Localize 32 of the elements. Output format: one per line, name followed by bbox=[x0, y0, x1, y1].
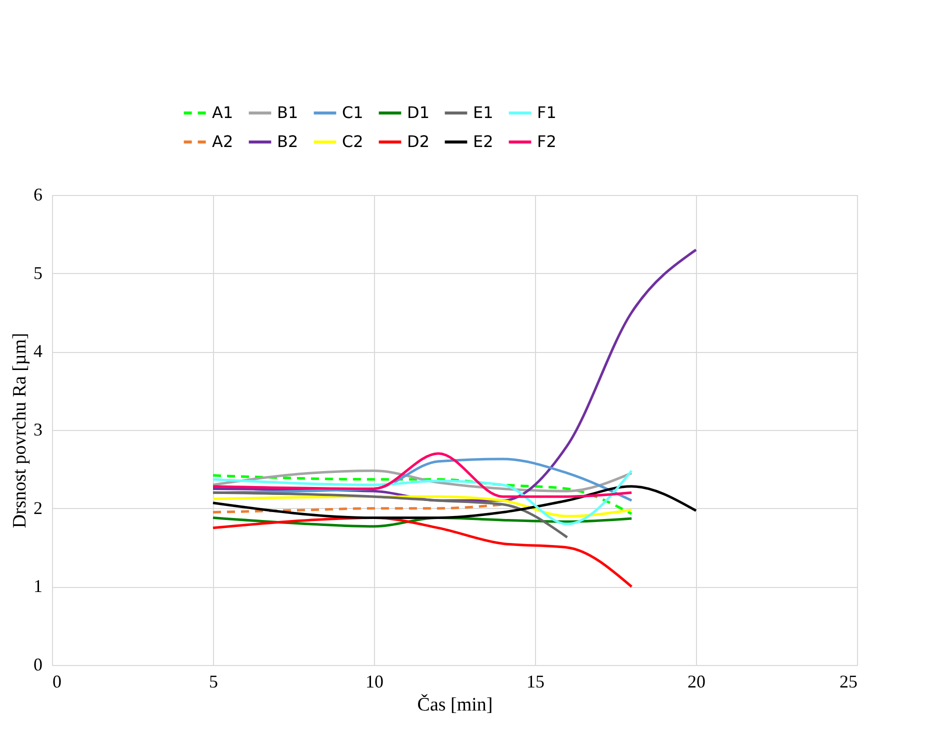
y-tick-label: 5 bbox=[34, 262, 42, 283]
y-tick-label: 1 bbox=[34, 576, 42, 596]
legend-label: D1 bbox=[407, 103, 430, 122]
y-tick-label: 6 bbox=[34, 184, 42, 204]
legend-label: A1 bbox=[212, 103, 234, 122]
x-axis-title: Čas [min] bbox=[417, 694, 493, 716]
x-tick-label: 10 bbox=[366, 672, 384, 692]
legend-label: B2 bbox=[277, 132, 298, 151]
legend-label: B1 bbox=[277, 103, 298, 122]
line-series bbox=[212, 469, 633, 526]
legend-label: E1 bbox=[473, 103, 494, 122]
legend-label: F1 bbox=[537, 103, 556, 122]
x-tick-label: 0 bbox=[52, 672, 62, 692]
legend-label: C1 bbox=[342, 103, 364, 122]
legend-label: F2 bbox=[537, 132, 556, 151]
legend-label: C2 bbox=[342, 132, 364, 151]
legend-label: D2 bbox=[407, 132, 430, 151]
line-series bbox=[212, 491, 568, 539]
x-tick-label: 25 bbox=[840, 672, 858, 692]
x-tick-label: 5 bbox=[209, 672, 218, 692]
y-tick-label: 3 bbox=[34, 420, 42, 440]
y-tick-label: 4 bbox=[34, 341, 42, 362]
line-series bbox=[212, 474, 633, 516]
y-tick-label: 2 bbox=[34, 498, 42, 518]
y-tick-label: 0 bbox=[34, 654, 42, 674]
x-tick-label: 20 bbox=[688, 672, 706, 692]
line-series bbox=[212, 485, 698, 519]
legend-label: A2 bbox=[212, 132, 234, 151]
y-axis-title: Drsnost povrchu Ra [µm] bbox=[10, 332, 30, 528]
line-series bbox=[212, 452, 633, 498]
x-tick-label: 15 bbox=[526, 672, 544, 692]
legend-label: E2 bbox=[473, 132, 494, 151]
